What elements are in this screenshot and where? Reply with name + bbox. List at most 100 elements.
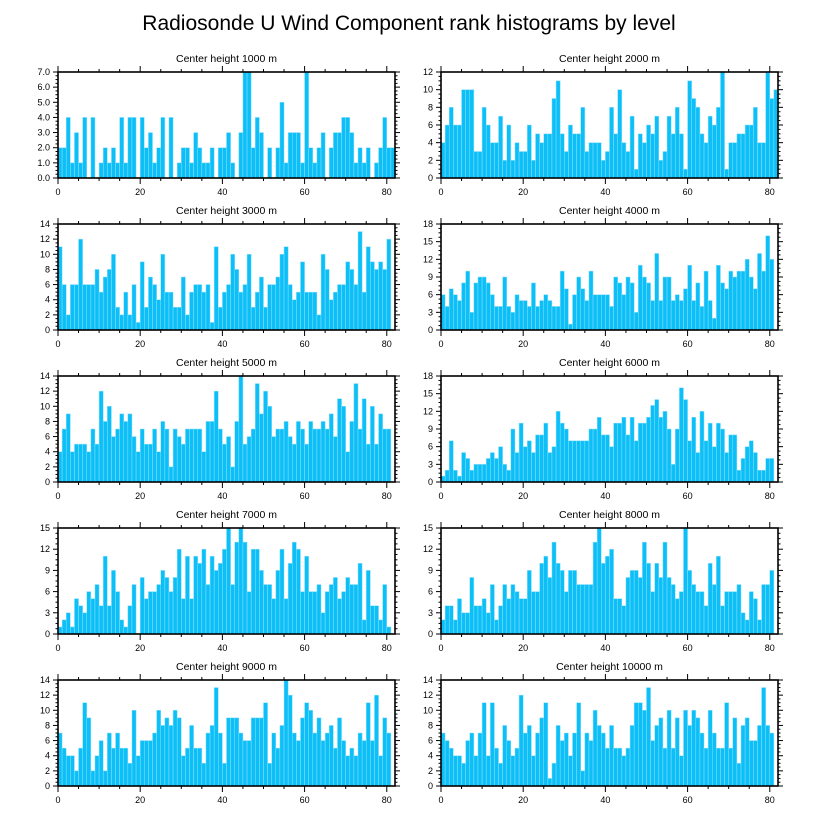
histogram-bar <box>164 717 170 787</box>
histogram-bar <box>267 147 272 179</box>
x-tick-label: 80 <box>382 187 392 197</box>
histogram-bar <box>490 294 495 331</box>
histogram-bar <box>613 133 618 179</box>
histogram-bar <box>658 416 664 483</box>
histogram-bar <box>378 147 383 179</box>
histogram-bar <box>720 747 725 787</box>
histogram-bar <box>74 132 79 179</box>
figure-title: Radiosonde U Wind Component rank histogr… <box>142 12 675 35</box>
y-tick-label: 6 <box>428 442 433 452</box>
histogram-bar <box>148 276 153 331</box>
histogram-bar <box>748 440 754 483</box>
histogram-bar <box>222 548 227 635</box>
x-tick-label: 0 <box>438 491 443 501</box>
histogram-bar <box>189 598 194 635</box>
histogram-bar <box>518 151 524 179</box>
histogram-bar <box>720 282 725 331</box>
histogram-bar <box>357 732 363 787</box>
histogram-bar <box>300 162 305 179</box>
histogram-bar <box>457 598 462 635</box>
histogram-bar <box>193 132 198 179</box>
histogram-bar <box>189 162 194 179</box>
y-tick-label: 3 <box>428 608 433 618</box>
x-tick-label: 80 <box>382 339 392 349</box>
histogram-bar <box>156 584 161 635</box>
histogram-bar <box>605 434 610 483</box>
histogram-bar <box>625 276 631 331</box>
histogram-bar <box>506 740 512 787</box>
histogram-bar <box>320 254 326 331</box>
histogram-bar <box>213 687 219 787</box>
histogram-bar <box>592 294 598 331</box>
histogram-bar <box>564 591 569 635</box>
histogram-bar <box>74 598 79 635</box>
histogram-bar <box>320 132 326 179</box>
histogram-bar <box>250 548 256 635</box>
histogram-bar <box>510 160 516 179</box>
histogram-bar <box>666 276 672 331</box>
histogram-bar <box>86 591 92 635</box>
histogram-bar <box>481 464 487 483</box>
histogram-bar <box>382 717 388 787</box>
histogram-bar <box>761 584 766 635</box>
histogram-bar <box>292 541 297 635</box>
histogram-bar <box>695 107 701 179</box>
histogram-bar <box>453 124 458 179</box>
histogram-bar <box>357 231 363 331</box>
histogram-bar <box>514 747 520 787</box>
histogram-bar <box>386 626 392 635</box>
histogram-bar <box>744 259 750 331</box>
histogram-bar <box>769 259 775 331</box>
histogram-bar <box>551 763 557 787</box>
histogram-bar <box>740 270 746 331</box>
x-tick-label: 80 <box>765 643 775 653</box>
histogram-bar <box>382 584 388 635</box>
histogram-bar <box>107 732 112 787</box>
histogram-bar <box>740 133 746 179</box>
histogram-bar <box>642 541 647 635</box>
histogram-bar <box>82 284 88 331</box>
histogram-bar <box>761 687 766 787</box>
histogram-bar <box>361 619 367 635</box>
histogram-bar <box>61 147 67 179</box>
x-tick-label: 20 <box>518 339 528 349</box>
histogram-bar <box>654 725 660 787</box>
y-tick-label: 4 <box>428 751 433 761</box>
histogram-bar <box>629 282 635 331</box>
y-tick-label: 18 <box>423 371 433 381</box>
histogram-bar <box>156 147 161 179</box>
histogram-bar <box>345 261 351 331</box>
histogram-bar <box>732 591 738 635</box>
y-tick-label: 0 <box>428 477 433 487</box>
histogram-bar <box>679 300 684 331</box>
histogram-bar <box>638 133 643 179</box>
x-tick-label: 0 <box>438 643 443 653</box>
histogram-bar <box>119 619 125 635</box>
histogram-bar <box>642 276 647 331</box>
histogram-bar <box>304 443 309 483</box>
y-tick-label: 10 <box>40 401 50 411</box>
histogram-bar <box>761 469 766 483</box>
histogram-bar <box>127 763 133 787</box>
histogram-bar <box>111 436 116 483</box>
histogram-bar <box>757 253 762 331</box>
histogram-bar <box>736 133 742 179</box>
histogram-bar <box>78 605 83 635</box>
histogram-bar <box>633 312 639 331</box>
histogram-bar <box>287 436 293 483</box>
histogram-bar <box>711 124 717 179</box>
histogram-bar <box>679 591 684 635</box>
histogram-bar <box>740 725 746 787</box>
histogram-panel: Center height 6000 m 0 20 40 60 80 0 3 6 9 12 15 18 <box>423 357 783 501</box>
histogram-bar <box>65 612 71 635</box>
histogram-bar <box>576 276 581 331</box>
histogram-bar <box>337 398 342 483</box>
histogram-bar <box>172 307 178 331</box>
histogram-bar <box>115 162 120 179</box>
histogram-bar <box>292 732 297 787</box>
histogram-bar <box>152 732 157 787</box>
histogram-bar <box>374 162 379 179</box>
histogram-bar <box>494 142 499 179</box>
x-tick-label: 80 <box>765 339 775 349</box>
histogram-bar <box>609 548 614 635</box>
